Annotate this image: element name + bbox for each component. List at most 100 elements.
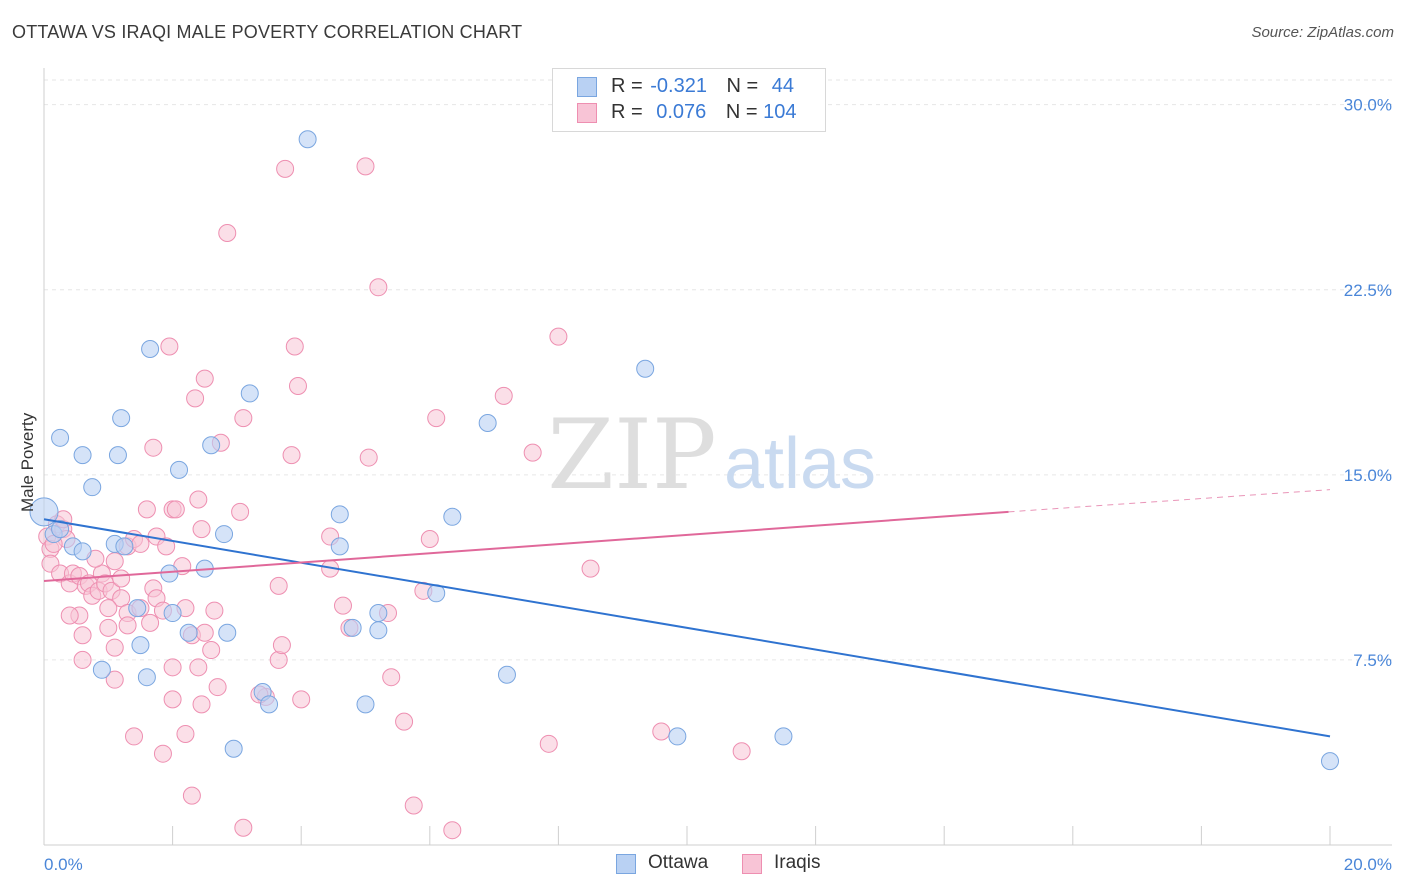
ottawa-point [179, 623, 198, 642]
iraqi-point [192, 695, 211, 714]
iraqi-point [189, 658, 208, 677]
ottawa-point [369, 621, 388, 640]
iraqi-point [160, 337, 179, 356]
iraqi-point [153, 744, 172, 763]
ottawa-legend-label: Ottawa [648, 852, 709, 873]
y-tick-label: 7.5% [1353, 651, 1392, 670]
iraqi-point [356, 157, 375, 176]
iraqi-point [182, 786, 201, 805]
legend-r-label: R = [611, 75, 643, 97]
iraqi-point [186, 389, 205, 408]
iraqi-point [189, 490, 208, 509]
iraqi-point [523, 443, 542, 462]
iraqi-point [202, 641, 221, 660]
watermark-zip: ZIP [547, 399, 716, 511]
iraqi-point [105, 552, 124, 571]
ottawa-point [83, 478, 102, 497]
ottawa-point [170, 460, 189, 479]
watermark-atlas: atlas [724, 424, 876, 504]
watermark: ZIP atlas [547, 399, 876, 511]
iraqi-point [443, 821, 462, 840]
y-tick-label: 30.0% [1344, 96, 1392, 115]
iraqi-point [112, 589, 131, 608]
y-axis-label: Male Poverty [18, 412, 37, 512]
ottawa-points [29, 130, 1339, 771]
iraqi-point [166, 500, 185, 519]
iraqi-point [112, 569, 131, 588]
ottawa-point [163, 604, 182, 623]
iraqi-point [73, 650, 92, 669]
ottawa-point [137, 668, 156, 687]
ottawa-trend-line [43, 518, 1331, 738]
ottawa-point [218, 623, 237, 642]
ottawa-point [108, 446, 127, 465]
legend-n-label: N = [726, 75, 759, 97]
legend-n-label: N = [725, 101, 758, 123]
iraqi-point [99, 618, 118, 637]
ottawa-point [73, 446, 92, 465]
iraqi-legend-swatch [742, 854, 762, 874]
trend-lines [43, 489, 1331, 738]
ottawa-point [131, 636, 150, 655]
iraqi-point [427, 409, 446, 428]
iraqi-point [234, 409, 253, 428]
iraqi-point [269, 576, 288, 595]
iraqi-point [163, 690, 182, 709]
correlation-legend: R = -0.321 N = 44 R = 0.076 N = 104 [552, 68, 826, 132]
iraqi-point [276, 159, 295, 178]
iraqi-point [234, 818, 253, 837]
iraqi-point [404, 796, 423, 815]
iraqi-point [176, 724, 195, 743]
ottawa-point [443, 507, 462, 526]
iraqi-point [288, 377, 307, 395]
ottawa-point [112, 409, 131, 428]
ottawa-point [128, 599, 147, 618]
ottawa-point [1321, 752, 1339, 771]
ottawa-point [51, 428, 70, 447]
ottawa-point [215, 525, 234, 544]
iraqi-point [125, 727, 144, 746]
iraqi-point [652, 722, 671, 741]
iraqi-point [359, 448, 378, 467]
iraqi-point [157, 537, 176, 556]
legend-n-value-ottawa: 44 [771, 75, 795, 97]
iraqi-point [73, 626, 92, 645]
ottawa-point [330, 537, 349, 556]
ottawa-point [160, 564, 179, 583]
ottawa-point [478, 414, 497, 433]
ottawa-point [240, 384, 259, 403]
iraqi-point [192, 520, 211, 539]
y-tick-label: 15.0% [1344, 466, 1392, 485]
ottawa-point [298, 130, 317, 149]
ottawa-point [343, 618, 362, 637]
ottawa-point [202, 436, 221, 455]
y-tick-label: 22.5% [1344, 281, 1392, 300]
iraqi-point [282, 446, 301, 465]
ottawa-point [356, 695, 375, 714]
ottawa-point [330, 505, 349, 524]
iraqi-point [285, 337, 304, 356]
iraqi-point [141, 613, 160, 632]
x-tick-label-start: 0.0% [44, 855, 83, 874]
iraqi-point [581, 559, 600, 578]
iraqi-point [195, 623, 214, 642]
ottawa-point [774, 727, 793, 746]
iraqi-point [732, 742, 751, 761]
iraqi-point [292, 690, 311, 709]
iraqi-point [395, 712, 414, 731]
iraqi-point [195, 369, 214, 388]
iraqi-point [105, 670, 124, 689]
legend-n-value-iraqi: 104 [763, 101, 797, 123]
iraqi-point [60, 606, 79, 625]
tick-labels: 7.5% 15.0% 22.5% 30.0% 0.0% 20.0% [44, 96, 1392, 874]
legend-r-value-ottawa: -0.321 [650, 75, 707, 97]
iraqi-point [99, 599, 118, 618]
source-label[interactable]: Source: ZipAtlas.com [1251, 24, 1394, 41]
iraqi-point [382, 668, 401, 687]
grid-lines [44, 79, 1392, 661]
iraqi-point [118, 616, 137, 635]
ottawa-point [115, 537, 134, 556]
ottawa-point [29, 497, 59, 527]
iraqi-point [205, 601, 224, 620]
